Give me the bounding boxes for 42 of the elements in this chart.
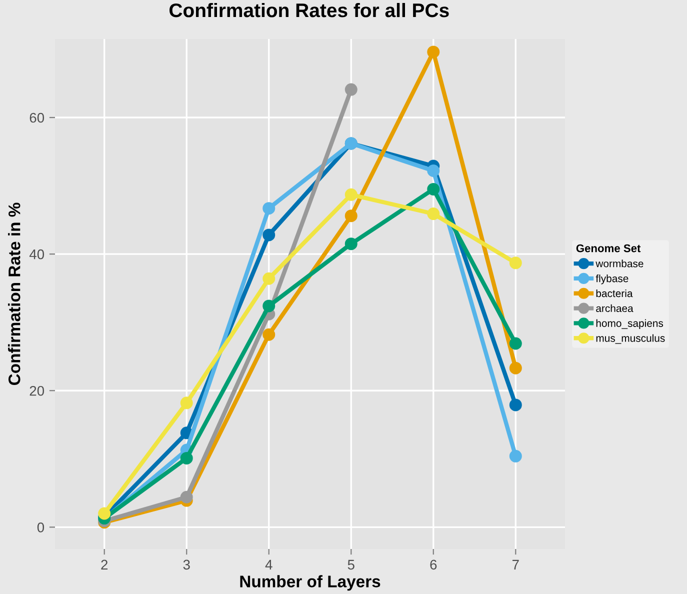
legend-label: mus_musculus (596, 334, 665, 344)
x-tick-label: 5 (348, 560, 354, 570)
point (344, 210, 358, 222)
y-tick-label: 60 (30, 112, 44, 123)
legend-label: bacteria (596, 289, 633, 298)
point (344, 238, 358, 250)
legend-title: Genome Set (576, 244, 641, 252)
point (427, 164, 440, 178)
point (344, 188, 358, 201)
x-tick-label: 2 (101, 560, 108, 570)
x-tick-label: 7 (512, 560, 519, 570)
point (262, 272, 276, 285)
point (262, 328, 276, 341)
point (262, 300, 276, 312)
chart-title: Confirmation Rates for all PCs (170, 2, 449, 18)
x-tick-label: 6 (430, 560, 437, 570)
y-axis-title: Confirmation Rate in % (8, 202, 20, 385)
x-tick-label: 4 (265, 560, 272, 570)
point (98, 507, 111, 520)
x-axis-title: Number of Layers (240, 575, 380, 591)
point (509, 450, 522, 462)
legend-label: flybase (596, 274, 628, 284)
legend-label: archaea (596, 304, 634, 312)
y-tick-label: 20 (30, 386, 44, 396)
legend-label: homo_sapiens (596, 319, 664, 330)
y-tick-label: 40 (29, 249, 44, 260)
legend-label: wormbase (596, 260, 644, 268)
point (262, 202, 276, 215)
point (344, 83, 358, 96)
y-tick-label: 0 (37, 522, 44, 532)
point (427, 182, 440, 196)
point (509, 398, 522, 412)
point (509, 256, 522, 270)
point (180, 452, 193, 464)
x-tick-label: 3 (183, 560, 190, 570)
point (180, 396, 193, 410)
point (509, 362, 522, 374)
point (180, 490, 193, 504)
point (262, 228, 276, 242)
point (427, 208, 440, 220)
point (509, 337, 522, 350)
point (427, 46, 440, 58)
